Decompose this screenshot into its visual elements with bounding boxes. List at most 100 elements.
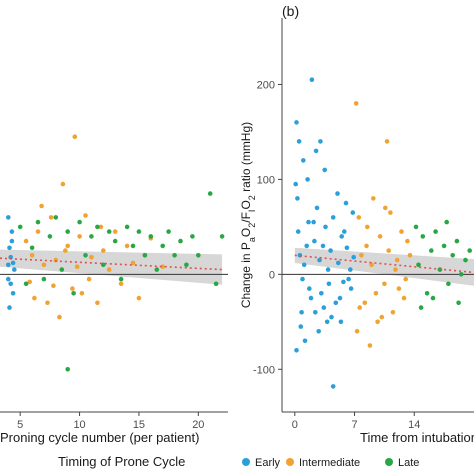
- scatter-point: [65, 367, 70, 372]
- scatter-point: [27, 279, 32, 285]
- scatter-point: [190, 234, 195, 239]
- scatter-point: [10, 260, 16, 266]
- scatter-point: [322, 167, 328, 173]
- scatter-point: [48, 215, 54, 220]
- scatter-point: [335, 191, 340, 196]
- scatter-point: [444, 219, 450, 225]
- scatter-point: [456, 300, 461, 306]
- panel-b-trend-line: [294, 254, 474, 274]
- scatter-point: [377, 234, 383, 239]
- scatter-point: [329, 314, 334, 320]
- scatter-point: [299, 310, 304, 315]
- scatter-point: [401, 295, 407, 301]
- scatter-point: [51, 283, 56, 289]
- x-tick-label: 0: [292, 419, 298, 431]
- scatter-point: [430, 295, 436, 301]
- scatter-point: [359, 253, 364, 258]
- scatter-point: [294, 120, 299, 125]
- x-tick-label: 5: [17, 419, 23, 431]
- scatter-point: [325, 267, 331, 272]
- panel-b: (b) 0 7 14 -100 0 100 200 Time from intubatio…: [239, 3, 474, 445]
- scatter-point: [41, 262, 47, 268]
- scatter-point: [207, 191, 213, 196]
- scatter-point: [112, 238, 118, 244]
- legend-entries: Early Intermediate Late: [242, 457, 419, 469]
- scatter-point: [6, 262, 11, 268]
- scatter-point: [154, 267, 160, 272]
- scatter-point: [184, 262, 189, 268]
- scatter-point: [9, 229, 15, 234]
- scatter-point: [304, 243, 310, 249]
- scatter-point: [148, 234, 154, 239]
- legend-swatch: [385, 458, 393, 466]
- scatter-point: [320, 243, 326, 249]
- scatter-point: [330, 215, 336, 220]
- scatter-point: [219, 234, 225, 239]
- scatter-point: [357, 305, 363, 310]
- scatter-point: [316, 329, 322, 334]
- scatter-point: [8, 281, 13, 287]
- scatter-point: [433, 229, 438, 234]
- scatter-point: [86, 276, 92, 282]
- scatter-point: [351, 254, 357, 260]
- scatter-point: [382, 281, 387, 287]
- scatter-point: [441, 243, 447, 249]
- panel-b-y-axis-label: Change in PaO2/FIO2 ratio (mmHg): [239, 122, 257, 308]
- scatter-point: [458, 272, 464, 277]
- scatter-point: [298, 324, 304, 329]
- panel-a-x-ticks: 5 10 15 20: [17, 412, 204, 431]
- panel-a-trend-line: [0, 257, 223, 271]
- panel-a-points: [6, 134, 225, 372]
- scatter-point: [196, 253, 201, 258]
- scatter-point: [373, 291, 379, 296]
- scatter-point: [330, 384, 336, 389]
- scatter-point: [301, 158, 306, 163]
- scatter-point: [429, 248, 434, 253]
- scatter-point: [12, 267, 17, 272]
- scatter-point: [353, 101, 359, 106]
- scatter-point: [118, 276, 124, 282]
- scatter-point: [23, 238, 29, 244]
- scatter-point: [314, 205, 320, 211]
- scatter-point: [6, 215, 11, 220]
- legend: Timing of Prone Cycle Early Intermediate L…: [58, 454, 419, 469]
- scatter-point: [57, 314, 62, 320]
- scatter-point: [130, 243, 136, 249]
- scatter-point: [454, 238, 460, 244]
- scatter-point: [384, 139, 390, 144]
- scatter-point: [41, 276, 47, 282]
- scatter-point: [47, 234, 53, 239]
- scatter-point: [365, 224, 370, 230]
- legend-label: Intermediate: [299, 457, 360, 469]
- scatter-point: [77, 234, 82, 239]
- scatter-point: [65, 229, 70, 234]
- x-tick-label: 14: [408, 419, 420, 431]
- scatter-point: [60, 181, 66, 187]
- scatter-point: [77, 219, 82, 225]
- panel-b-y-ticks: -100 0 100 200: [253, 79, 282, 376]
- legend-title: Timing of Prone Cycle: [58, 454, 185, 469]
- scatter-point: [124, 224, 130, 230]
- scatter-point: [59, 267, 65, 272]
- scatter-point: [74, 264, 80, 270]
- scatter-point: [313, 148, 319, 154]
- scatter-point: [463, 257, 468, 263]
- scatter-point: [72, 134, 78, 139]
- scatter-point: [95, 224, 100, 230]
- scatter-point: [342, 229, 347, 234]
- scatter-point: [79, 291, 85, 296]
- scatter-point: [296, 139, 302, 144]
- scatter-point: [405, 238, 410, 244]
- x-tick-label: 7: [351, 419, 357, 431]
- scatter-point: [312, 238, 317, 244]
- scatter-point: [369, 262, 374, 268]
- scatter-point: [106, 267, 112, 272]
- scatter-point: [324, 319, 330, 325]
- scatter-point: [95, 300, 100, 306]
- panel-b-x-ticks: 0 7 14: [292, 412, 420, 431]
- scatter-point: [9, 238, 15, 244]
- legend-label: Early: [255, 457, 281, 469]
- scatter-point: [321, 305, 327, 310]
- scatter-point: [83, 253, 88, 258]
